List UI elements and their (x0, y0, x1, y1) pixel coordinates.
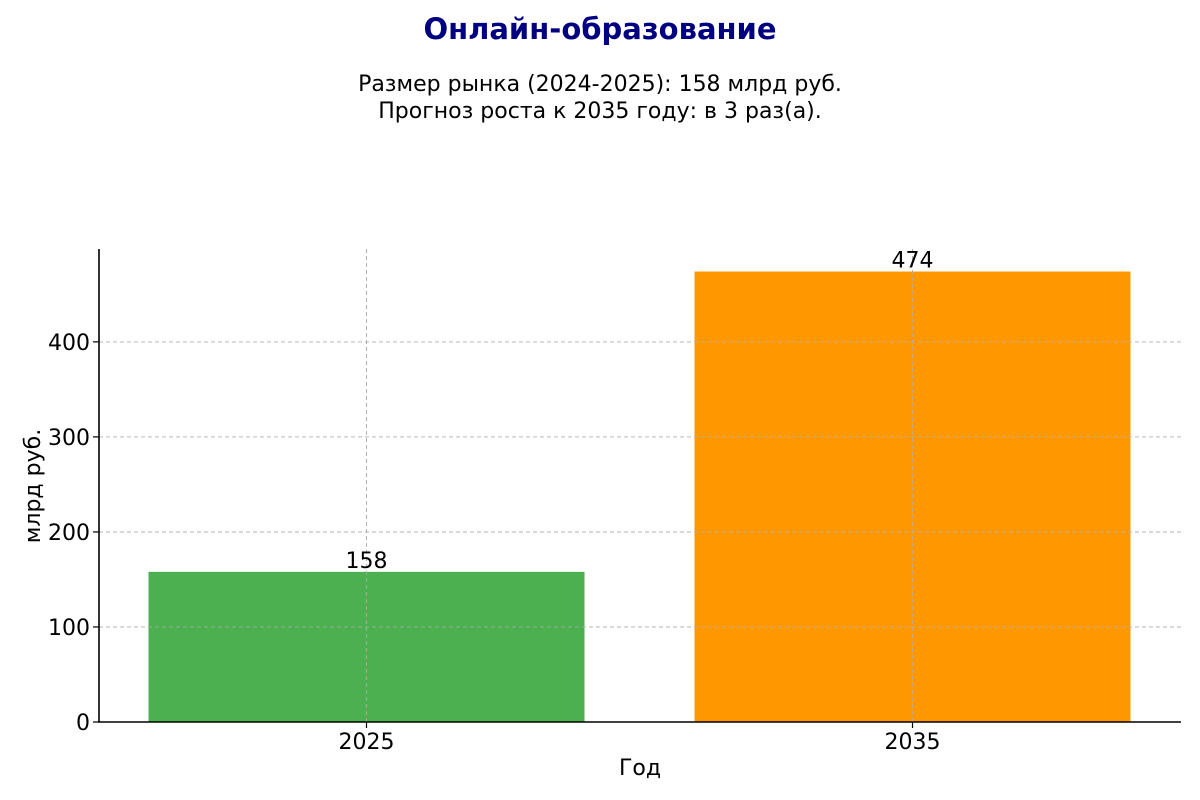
bar-2025 (148, 571, 585, 722)
y-tick-label: 300 (48, 426, 90, 451)
data-labels: 158 474 (346, 249, 934, 574)
y-tick-label: 100 (48, 616, 90, 641)
y-tick-label: 400 (48, 331, 90, 356)
chart-subtitle-market-size: Размер рынка (2024-2025): 158 млрд руб. (358, 72, 842, 97)
chart-title: Онлайн-образование (423, 12, 777, 46)
y-tick-label: 200 (48, 521, 90, 546)
data-label-2035: 474 (892, 249, 934, 274)
data-label-2025: 158 (346, 549, 388, 574)
x-tick-label: 2025 (339, 730, 395, 755)
y-axis-label: млрд руб. (21, 429, 46, 543)
x-ticks: 2025 2035 (339, 722, 941, 755)
y-ticks: 0 100 200 300 400 (48, 331, 99, 736)
chart-subtitle-growth-forecast: Прогноз роста к 2035 году: в 3 раз(а). (378, 99, 822, 124)
grid-overlay (99, 249, 1181, 722)
x-tick-label: 2035 (885, 730, 941, 755)
x-axis-label: Год (619, 756, 661, 781)
bars (148, 271, 1131, 722)
y-tick-label: 0 (76, 711, 90, 736)
